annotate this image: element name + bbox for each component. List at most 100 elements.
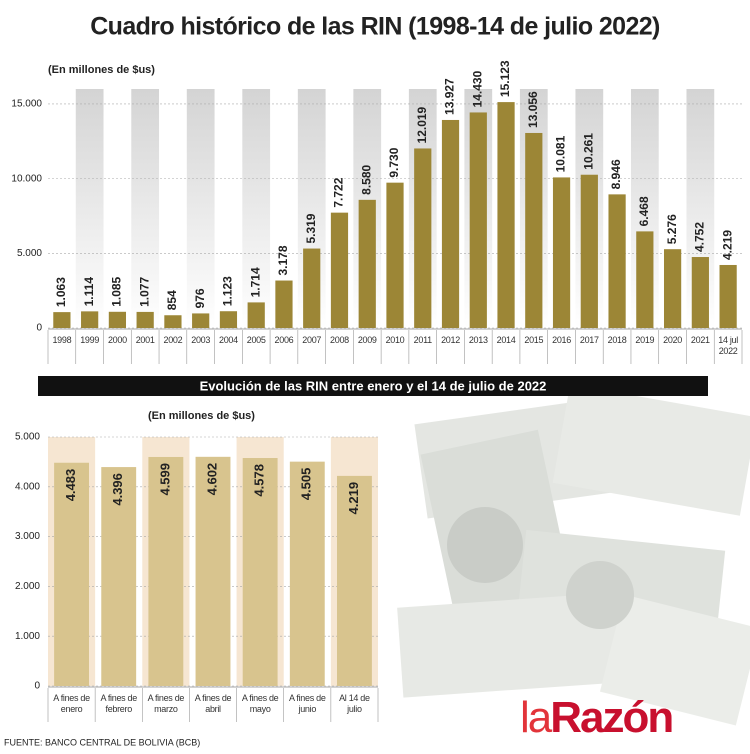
column-background bbox=[186, 89, 215, 328]
value-label: 1.114 bbox=[82, 277, 96, 307]
bar bbox=[525, 132, 543, 328]
value-label: 4.602 bbox=[204, 463, 219, 496]
bar bbox=[101, 467, 137, 686]
value-label: 4.483 bbox=[63, 469, 78, 502]
x-tick-label: 2013 bbox=[468, 335, 488, 345]
value-label: 1.123 bbox=[221, 276, 235, 306]
x-tick-label: A fines de enero bbox=[53, 693, 90, 714]
y-tick-label: 2.000 bbox=[15, 581, 40, 592]
bar bbox=[441, 119, 460, 328]
chart-title: Evolución de las RIN entre enero y el 14… bbox=[200, 378, 547, 393]
x-tick-label: 2003 bbox=[191, 335, 211, 345]
x-tick-label: 2002 bbox=[163, 335, 183, 345]
x-tick-label: A fines de febrero bbox=[100, 693, 137, 714]
y-tick-label: 4.000 bbox=[15, 481, 40, 492]
bar bbox=[195, 456, 231, 686]
x-tick-label: 2007 bbox=[302, 335, 322, 345]
value-label: 13.056 bbox=[526, 91, 540, 128]
value-label: 4.396 bbox=[110, 473, 125, 506]
bar bbox=[636, 231, 654, 328]
bar bbox=[691, 257, 709, 328]
x-tick-label: 1998 bbox=[52, 335, 72, 345]
logo-name: Razón bbox=[550, 693, 672, 742]
bar bbox=[608, 194, 626, 328]
chart-subtitle: (En millones de $us) bbox=[148, 410, 255, 422]
y-tick-label: 1.000 bbox=[15, 631, 40, 642]
bar bbox=[580, 174, 598, 328]
bar bbox=[53, 312, 71, 328]
y-tick-label: 5.000 bbox=[15, 432, 40, 443]
y-tick-label: 0 bbox=[36, 323, 42, 334]
x-tick-label: 2004 bbox=[219, 335, 238, 345]
x-tick-label: 2008 bbox=[330, 335, 349, 345]
x-tick-label: A fines de abril bbox=[194, 693, 232, 714]
y-tick-label: 5.000 bbox=[17, 248, 42, 259]
x-tick-label: 2012 bbox=[441, 335, 460, 345]
bar bbox=[275, 280, 293, 328]
column-background bbox=[242, 89, 271, 328]
bar bbox=[192, 313, 210, 328]
bar bbox=[148, 456, 184, 686]
value-label: 1.063 bbox=[54, 277, 68, 307]
value-label: 8.946 bbox=[609, 159, 623, 189]
y-tick-label: 15.000 bbox=[11, 99, 42, 110]
x-tick-label: 2020 bbox=[663, 335, 682, 345]
x-tick-label: 2019 bbox=[635, 335, 655, 345]
bar bbox=[386, 182, 404, 328]
bar bbox=[54, 462, 90, 686]
value-label: 12.019 bbox=[415, 106, 429, 143]
x-tick-label: 14 jul 2022 bbox=[718, 335, 738, 356]
value-label: 4.578 bbox=[252, 464, 267, 497]
bar bbox=[663, 249, 682, 328]
value-label: 10.081 bbox=[554, 135, 568, 172]
value-label: 976 bbox=[193, 288, 207, 308]
value-label: 10.261 bbox=[581, 133, 595, 170]
x-tick-label: 2000 bbox=[107, 335, 127, 345]
x-tick-label: 2011 bbox=[413, 335, 432, 345]
value-label: 4.219 bbox=[720, 230, 734, 260]
value-label: 5.276 bbox=[665, 214, 679, 244]
bar bbox=[289, 461, 325, 686]
value-label: 4.752 bbox=[693, 222, 707, 252]
x-tick-label: A fines de mayo bbox=[241, 693, 279, 714]
value-label: 1.085 bbox=[110, 276, 124, 306]
column-background bbox=[75, 89, 104, 328]
value-label: 8.580 bbox=[359, 164, 373, 194]
x-tick-label: 2014 bbox=[496, 335, 516, 345]
x-tick-label: 2015 bbox=[524, 335, 544, 345]
y-tick-label: 3.000 bbox=[15, 531, 40, 542]
x-tick-label: A fines de marzo bbox=[147, 693, 185, 714]
bar bbox=[136, 311, 154, 328]
value-label: 9.730 bbox=[387, 147, 401, 177]
value-label: 4.219 bbox=[346, 482, 361, 515]
bar bbox=[108, 311, 127, 328]
bar bbox=[719, 264, 737, 328]
x-tick-label: 2016 bbox=[552, 335, 571, 345]
bar bbox=[469, 112, 487, 328]
x-tick-label: 2021 bbox=[690, 335, 710, 345]
chart-title: Cuadro histórico de las RIN (1998-14 de … bbox=[90, 13, 660, 41]
bar bbox=[164, 315, 182, 328]
bar bbox=[497, 102, 515, 328]
value-label: 3.178 bbox=[276, 245, 290, 275]
x-tick-label: 2001 bbox=[135, 335, 155, 345]
value-label: 14.430 bbox=[470, 70, 484, 107]
bar bbox=[330, 212, 349, 328]
value-label: 854 bbox=[165, 290, 179, 310]
bar bbox=[247, 302, 265, 328]
bar bbox=[219, 311, 238, 328]
bar bbox=[81, 311, 99, 328]
y-tick-label: 10.000 bbox=[11, 173, 42, 184]
bar bbox=[414, 148, 432, 328]
x-tick-label: 2018 bbox=[607, 335, 627, 345]
chart-subtitle: (En millones de $us) bbox=[48, 64, 155, 76]
bar bbox=[303, 248, 321, 328]
x-tick-label: 1999 bbox=[80, 335, 100, 345]
logo: laRazón bbox=[520, 693, 672, 742]
column-background bbox=[131, 89, 160, 328]
value-label: 7.722 bbox=[332, 177, 346, 207]
value-label: 1.714 bbox=[248, 267, 262, 297]
value-label: 5.319 bbox=[304, 213, 318, 243]
value-label: 6.468 bbox=[637, 196, 651, 226]
